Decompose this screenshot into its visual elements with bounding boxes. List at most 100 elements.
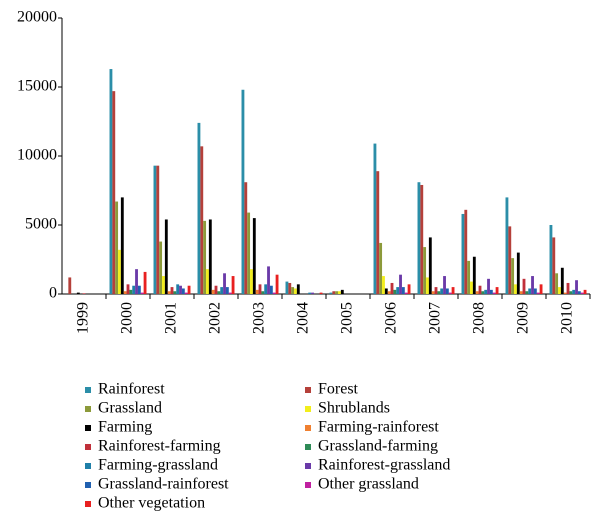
- x-tick-label: 2009: [515, 302, 532, 334]
- bar: [288, 282, 292, 294]
- bar: [217, 291, 221, 294]
- y-tick-label: 20000: [17, 9, 57, 26]
- bar: [112, 91, 116, 294]
- bar: [225, 287, 229, 294]
- bar: [525, 291, 529, 294]
- bar: [261, 291, 265, 294]
- bar: [580, 292, 584, 294]
- bar: [393, 289, 397, 294]
- legend-label: Rainforest: [98, 381, 165, 398]
- bar: [176, 284, 180, 294]
- bar: [267, 266, 270, 294]
- bar: [531, 276, 534, 294]
- x-tick-label: 2004: [295, 302, 312, 334]
- bar: [200, 146, 204, 294]
- bar: [575, 280, 578, 294]
- bar: [285, 281, 289, 294]
- bar: [272, 292, 276, 294]
- bar: [528, 288, 532, 294]
- bar: [569, 291, 573, 294]
- legend-swatch: [305, 444, 311, 450]
- bar: [522, 278, 526, 294]
- bar: [181, 288, 185, 294]
- bar: [291, 287, 295, 294]
- bar: [464, 209, 468, 294]
- bar: [247, 212, 251, 294]
- bar: [241, 89, 245, 294]
- bar: [583, 289, 587, 294]
- legend-label: Rainforest-farming: [98, 438, 221, 455]
- bar: [558, 287, 561, 294]
- bar: [536, 292, 540, 294]
- bar: [495, 287, 499, 294]
- legend-swatch: [305, 406, 311, 412]
- bar: [481, 291, 485, 294]
- bar: [294, 288, 297, 294]
- x-tick-label: 2006: [383, 302, 400, 334]
- bar: [120, 197, 124, 294]
- bar: [118, 249, 121, 294]
- bar: [140, 292, 144, 294]
- bar: [549, 225, 553, 294]
- bar: [68, 277, 72, 294]
- bar: [376, 171, 380, 294]
- bar: [572, 289, 576, 294]
- bar: [404, 292, 408, 294]
- bar: [445, 288, 449, 294]
- legend-swatch: [85, 406, 91, 412]
- bar: [487, 278, 490, 294]
- x-tick-label: 2007: [427, 302, 444, 334]
- bar: [220, 287, 224, 294]
- y-tick-label: 15000: [17, 78, 57, 95]
- bar: [440, 288, 444, 294]
- bar: [164, 219, 168, 294]
- bar: [76, 292, 80, 294]
- bar: [135, 269, 138, 294]
- bar: [566, 282, 570, 294]
- bar: [511, 258, 515, 294]
- legend-label: Farming-rainforest: [318, 419, 439, 436]
- bar: [115, 201, 119, 294]
- bar: [373, 143, 377, 294]
- bar: [197, 122, 201, 294]
- bar: [390, 282, 394, 294]
- bar: [434, 287, 438, 294]
- bar: [296, 284, 300, 294]
- bar: [420, 184, 424, 294]
- bar: [308, 292, 312, 294]
- bar: [211, 289, 215, 294]
- bar: [206, 269, 209, 294]
- legend-label: Grassland-farming: [318, 438, 438, 455]
- bar: [519, 291, 523, 294]
- y-tick-label: 10000: [17, 147, 57, 164]
- legend-swatch: [85, 444, 91, 450]
- bar: [335, 291, 339, 294]
- bar: [399, 274, 402, 294]
- bar: [431, 291, 435, 294]
- bar: [428, 237, 432, 294]
- bar: [319, 292, 323, 294]
- bar: [492, 292, 496, 294]
- legend-swatch: [305, 482, 311, 488]
- bar: [123, 291, 127, 294]
- bar: [382, 276, 385, 294]
- bar: [129, 289, 133, 294]
- legend-label: Other grassland: [318, 476, 419, 493]
- bar: [340, 289, 344, 294]
- bar: [407, 284, 411, 294]
- bar: [514, 284, 517, 294]
- bar: [250, 269, 253, 294]
- legend-swatch: [85, 482, 91, 488]
- legend-label: Other vegetation: [98, 495, 205, 512]
- x-tick-label: 2003: [251, 302, 268, 334]
- bar: [329, 292, 333, 294]
- y-tick-label: 5000: [25, 216, 57, 233]
- bar: [555, 273, 559, 294]
- bar: [401, 287, 405, 294]
- bar: [214, 285, 218, 294]
- bar: [231, 276, 235, 294]
- bar: [179, 285, 182, 294]
- bar: [533, 288, 537, 294]
- legend-swatch: [305, 463, 311, 469]
